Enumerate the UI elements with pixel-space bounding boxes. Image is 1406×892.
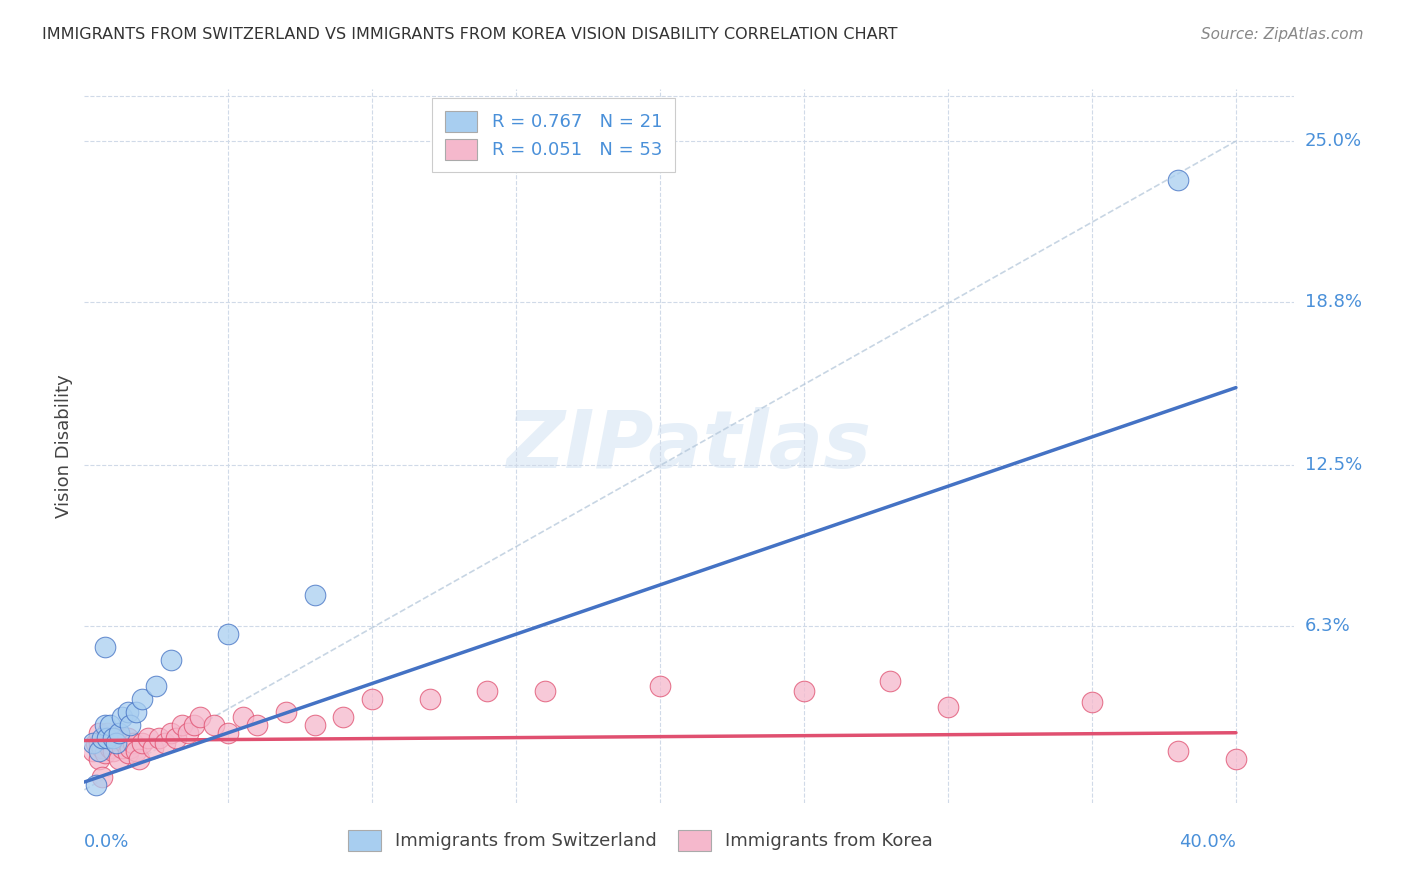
Point — [90, 731, 112, 745]
Point — [98, 741, 121, 756]
Text: IMMIGRANTS FROM SWITZERLAND VS IMMIGRANTS FROM KOREA VISION DISABILITY CORRELATI: IMMIGRANTS FROM SWITZERLAND VS IMMIGRANT… — [42, 27, 897, 42]
Point — [111, 710, 134, 724]
Point — [131, 736, 153, 750]
Point — [177, 725, 200, 739]
Point — [117, 747, 139, 761]
Point — [183, 718, 205, 732]
Text: 18.8%: 18.8% — [1305, 293, 1361, 311]
Point — [114, 736, 136, 750]
Point — [125, 744, 148, 758]
Point — [93, 747, 115, 761]
Point — [105, 736, 128, 750]
Point — [148, 731, 170, 745]
Text: 12.5%: 12.5% — [1305, 457, 1362, 475]
Point — [159, 653, 181, 667]
Point — [84, 736, 107, 750]
Point — [304, 718, 326, 732]
Point — [188, 710, 211, 724]
Point — [128, 752, 150, 766]
Point — [419, 692, 441, 706]
Point — [108, 752, 131, 766]
Text: Source: ZipAtlas.com: Source: ZipAtlas.com — [1201, 27, 1364, 42]
Point — [96, 725, 118, 739]
Point — [96, 736, 118, 750]
Point — [101, 731, 124, 745]
Point — [108, 731, 131, 745]
Legend: Immigrants from Switzerland, Immigrants from Korea: Immigrants from Switzerland, Immigrants … — [340, 822, 941, 858]
Text: 40.0%: 40.0% — [1180, 833, 1236, 851]
Point — [98, 718, 121, 732]
Point — [105, 736, 128, 750]
Point — [93, 718, 115, 732]
Text: 25.0%: 25.0% — [1305, 132, 1362, 150]
Point — [145, 679, 167, 693]
Point — [90, 741, 112, 756]
Point — [172, 718, 194, 732]
Point — [117, 705, 139, 719]
Point — [87, 725, 110, 739]
Point — [202, 718, 225, 732]
Point — [217, 725, 239, 739]
Point — [1167, 744, 1189, 758]
Point — [101, 744, 124, 758]
Text: 6.3%: 6.3% — [1305, 617, 1350, 635]
Point — [274, 705, 297, 719]
Point — [217, 627, 239, 641]
Text: ZIPatlas: ZIPatlas — [506, 407, 872, 485]
Point — [87, 736, 110, 750]
Point — [1081, 695, 1104, 709]
Point — [120, 718, 142, 732]
Point — [361, 692, 384, 706]
Point — [793, 684, 815, 698]
Point — [117, 731, 139, 745]
Point — [136, 731, 159, 745]
Point — [477, 684, 499, 698]
Y-axis label: Vision Disability: Vision Disability — [55, 374, 73, 518]
Point — [108, 725, 131, 739]
Point — [96, 731, 118, 745]
Point — [82, 736, 104, 750]
Point — [304, 588, 326, 602]
Point — [87, 752, 110, 766]
Point — [879, 673, 901, 688]
Point — [93, 640, 115, 654]
Point — [159, 725, 181, 739]
Point — [153, 736, 176, 750]
Point — [142, 741, 165, 756]
Point — [120, 741, 142, 756]
Point — [82, 744, 104, 758]
Point — [111, 741, 134, 756]
Point — [534, 684, 557, 698]
Point — [122, 736, 145, 750]
Point — [90, 770, 112, 784]
Point — [232, 710, 254, 724]
Point — [166, 731, 188, 745]
Point — [84, 778, 107, 792]
Point — [650, 679, 672, 693]
Text: 0.0%: 0.0% — [84, 833, 129, 851]
Point — [131, 692, 153, 706]
Point — [332, 710, 354, 724]
Point — [936, 699, 959, 714]
Point — [1225, 752, 1247, 766]
Point — [246, 718, 269, 732]
Point — [125, 705, 148, 719]
Point — [87, 744, 110, 758]
Point — [1167, 173, 1189, 187]
Point — [93, 731, 115, 745]
